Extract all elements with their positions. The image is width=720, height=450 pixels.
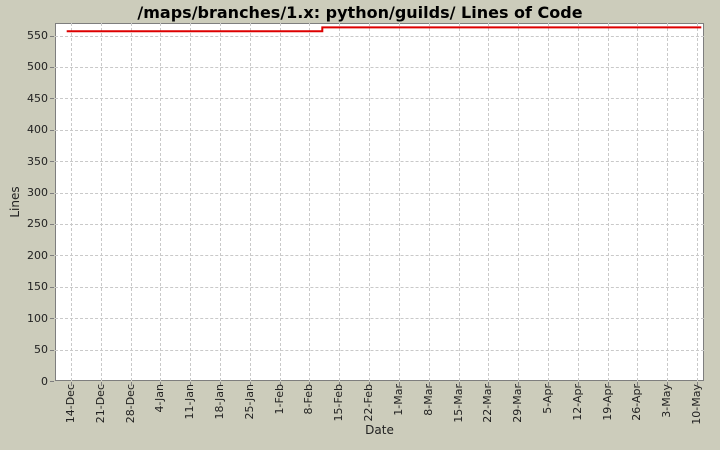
x-tick-mark — [369, 382, 371, 386]
x-tick-mark — [160, 382, 162, 386]
x-gridline — [100, 23, 102, 381]
x-gridline — [428, 23, 430, 381]
plot-area — [55, 23, 704, 381]
y-gridline — [55, 129, 704, 131]
x-tick-mark — [607, 382, 609, 386]
y-gridline — [55, 192, 704, 194]
x-gridline — [577, 23, 579, 381]
y-gridline — [55, 161, 704, 163]
y-tick-mark — [50, 98, 54, 100]
x-tick-mark — [279, 382, 281, 386]
x-gridline — [667, 23, 669, 381]
x-tick-mark — [518, 382, 520, 386]
y-tick-label: 250 — [27, 217, 48, 231]
series-lines-of-code — [66, 26, 702, 33]
y-axis-title: Lines — [8, 186, 22, 218]
x-axis-title: Date — [365, 423, 394, 437]
y-tick-label: 150 — [27, 280, 48, 294]
y-tick-mark — [50, 192, 54, 194]
x-tick-mark — [130, 382, 132, 386]
x-tick-mark — [190, 382, 192, 386]
x-gridline — [488, 23, 490, 381]
y-tick-mark — [50, 286, 54, 288]
y-gridline — [55, 349, 704, 351]
x-tick-mark — [577, 382, 579, 386]
y-tick-label: 0 — [41, 374, 48, 388]
y-tick-mark — [50, 35, 54, 37]
x-tick-mark — [667, 382, 669, 386]
y-tick-label: 500 — [27, 60, 48, 74]
x-gridline — [458, 23, 460, 381]
x-tick-mark — [100, 382, 102, 386]
x-gridline — [220, 23, 222, 381]
y-gridline — [55, 223, 704, 225]
y-tick-label: 50 — [34, 343, 48, 357]
y-tick-label: 100 — [27, 311, 48, 325]
chart-title: /maps/branches/1.x: python/guilds/ Lines… — [137, 3, 583, 22]
y-tick-label: 300 — [27, 186, 48, 200]
y-gridline — [55, 66, 704, 68]
x-gridline — [697, 23, 698, 381]
x-tick-mark — [637, 382, 639, 386]
y-tick-mark — [50, 66, 54, 68]
y-gridline — [55, 98, 704, 100]
y-tick-mark — [50, 318, 54, 320]
x-gridline — [547, 23, 549, 381]
x-tick-mark — [458, 382, 460, 386]
y-gridline — [55, 255, 704, 257]
x-gridline — [279, 23, 281, 381]
x-tick-mark — [428, 382, 430, 386]
x-gridline — [71, 23, 72, 381]
x-gridline — [309, 23, 311, 381]
y-tick-mark — [50, 255, 54, 257]
x-gridline — [249, 23, 251, 381]
y-gridline — [55, 35, 704, 37]
x-tick-mark — [249, 382, 251, 386]
x-tick-mark — [398, 382, 400, 386]
y-tick-label: 400 — [27, 123, 48, 137]
x-gridline — [398, 23, 400, 381]
x-tick-mark — [309, 382, 311, 386]
y-tick-label: 550 — [27, 29, 48, 43]
y-tick-label: 200 — [27, 248, 48, 262]
y-tick-label: 350 — [27, 154, 48, 168]
y-tick-mark — [50, 381, 54, 382]
x-gridline — [369, 23, 371, 381]
x-gridline — [607, 23, 609, 381]
x-tick-mark — [220, 382, 222, 386]
x-gridline — [637, 23, 639, 381]
x-gridline — [339, 23, 341, 381]
y-tick-mark — [50, 129, 54, 131]
x-tick-mark — [547, 382, 549, 386]
x-tick-mark — [697, 382, 698, 386]
x-tick-mark — [71, 382, 72, 386]
y-gridline — [55, 318, 704, 320]
y-tick-mark — [50, 161, 54, 163]
y-gridline — [55, 286, 704, 288]
x-gridline — [518, 23, 520, 381]
x-gridline — [160, 23, 162, 381]
x-gridline — [190, 23, 192, 381]
y-tick-mark — [50, 223, 54, 225]
y-tick-mark — [50, 349, 54, 351]
x-tick-mark — [488, 382, 490, 386]
x-gridline — [130, 23, 132, 381]
x-tick-mark — [339, 382, 341, 386]
y-tick-label: 450 — [27, 91, 48, 105]
